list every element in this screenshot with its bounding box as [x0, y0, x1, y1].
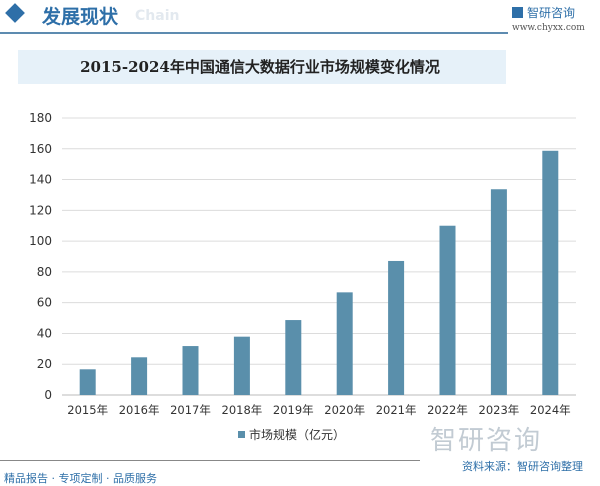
y-tick-label: 120 — [29, 203, 52, 217]
bar — [388, 260, 405, 395]
legend: 市场规模（亿元） — [238, 426, 345, 443]
bar — [439, 225, 456, 395]
y-tick-label: 100 — [29, 234, 52, 248]
logo-text: 智研咨询 — [527, 6, 576, 20]
watermark-text: 智研咨询 — [430, 426, 543, 456]
brand-url: www.chyxx.com — [512, 23, 585, 33]
y-tick-label: 180 — [29, 111, 52, 125]
y-tick-label: 0 — [44, 388, 52, 402]
source-note: 资料来源：智研咨询整理 — [462, 460, 583, 473]
x-tick-label: 2021年 — [376, 403, 417, 417]
x-tick-label: 2020年 — [324, 403, 365, 417]
bar — [182, 346, 199, 395]
tagline: 精品报告 · 专项定制 · 品质服务 — [4, 472, 157, 485]
y-tick-label: 60 — [37, 296, 52, 310]
brand-logo: 智研咨询 — [512, 4, 575, 21]
y-tick-label: 140 — [29, 173, 52, 187]
bar — [131, 357, 148, 395]
y-tick-label: 20 — [37, 357, 52, 371]
x-tick-label: 2019年 — [273, 403, 314, 417]
x-tick-label: 2023年 — [479, 403, 520, 417]
watermark-logo: 智研咨询 — [430, 420, 542, 457]
chart-title: 2015-2024年中国通信大数据行业市场规模变化情况 — [80, 58, 440, 76]
ghost-text: Chain — [135, 8, 180, 24]
y-tick-label: 40 — [37, 326, 52, 340]
section-title: 发展现状 — [42, 6, 119, 28]
legend-label: 市场规模（亿元） — [249, 428, 346, 442]
x-tick-label: 2024年 — [530, 403, 571, 417]
x-tick-label: 2022年 — [427, 403, 468, 417]
x-tick-label: 2016年 — [119, 403, 160, 417]
bar — [233, 336, 250, 395]
bar — [336, 292, 353, 395]
x-tick-label: 2018年 — [222, 403, 263, 417]
footer-divider — [0, 460, 420, 461]
legend-swatch — [238, 431, 245, 438]
logo-icon — [512, 7, 523, 18]
x-tick-label: 2015年 — [67, 403, 108, 417]
bar — [285, 320, 302, 395]
bar — [542, 150, 559, 395]
header-divider — [0, 32, 508, 34]
title-band — [18, 50, 506, 84]
x-tick-label: 2017年 — [170, 403, 211, 417]
y-tick-label: 160 — [29, 142, 52, 156]
bar — [490, 189, 507, 395]
y-tick-label: 80 — [37, 265, 52, 279]
bar — [79, 369, 96, 395]
